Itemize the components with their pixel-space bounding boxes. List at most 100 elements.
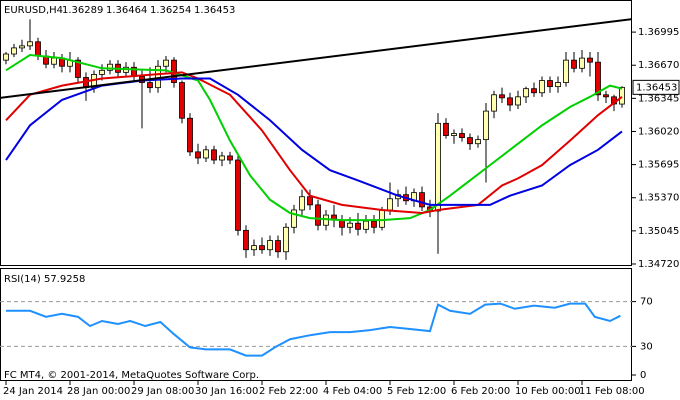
y-tick-label: 1.36995 xyxy=(638,27,679,38)
candle-body xyxy=(99,69,105,75)
rsi-title: RSI(14) 57.9258 xyxy=(4,274,85,285)
candle-body xyxy=(259,245,265,251)
candle-body xyxy=(563,59,569,83)
candle-body xyxy=(555,82,561,88)
candle-body xyxy=(27,41,33,47)
candle-body xyxy=(11,47,17,55)
x-tick-label: 29 Jan 08:00 xyxy=(131,386,194,397)
candle-body xyxy=(379,209,385,228)
candle-body xyxy=(107,63,113,71)
candle-body xyxy=(547,80,553,88)
candle-body xyxy=(315,204,321,226)
candle-body xyxy=(291,209,297,228)
candle-body xyxy=(499,94,505,99)
high-price: 1.36464 xyxy=(106,5,147,16)
x-tick-label: 28 Jan 00:00 xyxy=(67,386,130,397)
y-tick-label: 1.35370 xyxy=(638,193,679,204)
axes: 1.36995 1.36670 1.36345 1.36020 1.35695 1.353… xyxy=(3,27,680,397)
candle-body xyxy=(339,219,345,228)
candle-body xyxy=(507,97,513,106)
rsi-tick-label: 30 xyxy=(640,341,653,352)
candle-body xyxy=(211,149,217,161)
price-label: 1.36453 xyxy=(636,82,677,93)
candle-body xyxy=(163,59,169,67)
candle-body xyxy=(451,133,457,136)
indicator-line xyxy=(5,54,623,222)
close-price: 1.36453 xyxy=(194,5,235,16)
candle-body xyxy=(267,240,273,251)
open-price: 1.36289 xyxy=(62,5,103,16)
x-tick-label: 30 Jan 16:00 xyxy=(195,386,258,397)
candle-body xyxy=(371,220,377,228)
candle-body xyxy=(571,59,577,69)
candle-body xyxy=(179,82,185,119)
candle-body xyxy=(523,88,529,98)
x-tick-label: 4 Feb 04:00 xyxy=(323,386,382,397)
candle-body xyxy=(435,122,441,212)
price-panel xyxy=(0,18,632,260)
candle-body xyxy=(459,133,465,138)
candle-body xyxy=(203,149,209,159)
candle-body xyxy=(539,80,545,94)
candle-body xyxy=(3,53,9,61)
candle-body xyxy=(251,245,257,251)
candle-body xyxy=(219,155,225,161)
candle-body xyxy=(35,41,41,57)
candle-body xyxy=(579,57,585,69)
candle-body xyxy=(187,117,193,153)
candle-body xyxy=(51,57,57,65)
y-tick-label: 1.34720 xyxy=(638,259,679,270)
candle-body xyxy=(363,220,369,230)
y-tick-label: 1.36345 xyxy=(638,93,679,104)
rsi-tick-label: 0 xyxy=(640,370,646,381)
candle-body xyxy=(299,196,305,211)
symbol-title: EURUSD,H4 xyxy=(4,5,63,16)
candle-body xyxy=(531,88,537,94)
candle-body xyxy=(443,122,449,136)
candle-body xyxy=(475,139,481,145)
candle-body xyxy=(355,222,361,230)
candle-body xyxy=(195,151,201,159)
candle-body xyxy=(347,222,353,228)
y-tick-label: 1.35695 xyxy=(638,160,679,171)
y-tick-label: 1.36670 xyxy=(638,60,679,71)
candle-body xyxy=(483,110,489,141)
candle-body xyxy=(419,192,425,208)
rsi-line xyxy=(6,302,621,357)
x-tick-label: 24 Jan 2014 xyxy=(3,386,63,397)
price-box xyxy=(632,79,680,95)
candle-body xyxy=(235,159,241,231)
candle-body xyxy=(75,59,81,78)
candle-body xyxy=(387,198,393,211)
rsi-tick-label: 70 xyxy=(640,297,653,308)
x-tick-label: 5 Feb 12:00 xyxy=(387,386,446,397)
candle-body xyxy=(619,86,625,105)
candle-body xyxy=(243,229,249,251)
candle-body xyxy=(491,94,497,112)
candle-body xyxy=(515,96,521,106)
rsi-panel xyxy=(0,301,632,357)
candle-body xyxy=(275,240,281,253)
candle-body xyxy=(467,137,473,145)
candle-body xyxy=(307,196,313,206)
y-tick-label: 1.35045 xyxy=(638,226,679,237)
y-tick-label: 1.36020 xyxy=(638,126,679,137)
copyright: FC MT4, © 2001-2014, MetaQuotes Software… xyxy=(4,370,259,381)
x-tick-label: 10 Feb 00:00 xyxy=(515,386,581,397)
candle-body xyxy=(19,45,25,49)
candle-body xyxy=(227,155,233,161)
x-tick-label: 11 Feb 08:00 xyxy=(579,386,645,397)
candle-body xyxy=(283,226,289,253)
indicator-line xyxy=(0,18,632,99)
low-price: 1.36254 xyxy=(150,5,191,16)
x-tick-label: 6 Feb 20:00 xyxy=(451,386,510,397)
rsi-frame xyxy=(0,268,632,381)
main-frame xyxy=(0,0,632,266)
candle-body xyxy=(587,57,593,63)
candle-body xyxy=(595,61,601,96)
indicator-line xyxy=(5,71,623,215)
x-tick-label: 2 Feb 22:00 xyxy=(259,386,318,397)
candle-body xyxy=(147,82,153,89)
